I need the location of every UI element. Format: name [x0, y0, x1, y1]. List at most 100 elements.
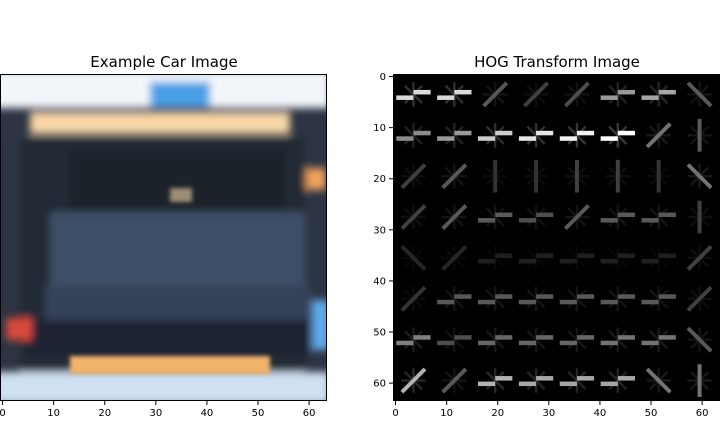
hog-cell: [518, 368, 554, 393]
left-light: [6, 318, 32, 340]
center-emblem: [170, 188, 192, 202]
hog-cell: [518, 204, 554, 230]
hog-y-tick-label: 30: [373, 225, 386, 236]
hog-cell: [396, 123, 431, 148]
hog-cell: [686, 244, 713, 271]
hog-x-tick-label: 60: [696, 408, 709, 419]
hog-cell: [641, 286, 676, 312]
hog-cell: [686, 81, 713, 108]
hog-cells: [396, 81, 713, 397]
car-x-tick-label: 60: [303, 408, 316, 419]
right-orange-light: [306, 168, 326, 190]
car-x-tick-label: 30: [149, 408, 162, 419]
hog-cell: [687, 118, 712, 152]
hog-y-tick-label: 20: [373, 174, 386, 185]
hog-cell: [518, 245, 554, 271]
hog-cell: [600, 286, 635, 312]
hog-cell: [441, 244, 468, 271]
hog-y-tick-label: 40: [373, 276, 386, 287]
hog-cell: [686, 163, 713, 190]
hog-cell: [600, 327, 635, 352]
hog-cell: [641, 204, 676, 230]
hog-cell: [437, 123, 472, 148]
hog-cell: [645, 367, 672, 394]
car-x-tick-label: 50: [252, 408, 265, 419]
hog-image-panel: HOG Transform Image 0 10 20 30 40 50 60 0 10 20 3…: [373, 53, 720, 419]
hog-cell: [478, 245, 513, 271]
hog-cell: [687, 200, 712, 234]
hog-cell: [482, 81, 509, 108]
hog-cell: [641, 327, 676, 352]
top-warm-band: [30, 112, 290, 134]
hog-y-ticks: 0 10 20 30 40 50 60: [373, 72, 393, 390]
hog-cell: [518, 327, 554, 352]
hog-cell: [523, 159, 549, 193]
car-image: [0, 74, 327, 401]
hog-cell: [559, 123, 595, 148]
hog-cell: [600, 123, 635, 148]
hog-cell: [641, 245, 676, 271]
hog-cell: [559, 368, 595, 393]
hog-x-tick-label: 50: [645, 408, 658, 419]
hog-cell: [600, 245, 635, 271]
car-image-frame: [0, 74, 327, 401]
car-x-tick-label: 10: [47, 408, 60, 419]
hog-cell: [437, 327, 472, 352]
hog-cell: [478, 123, 513, 148]
body-panel-lower: [45, 285, 310, 320]
hog-image-title: HOG Transform Image: [474, 53, 640, 71]
hog-cell: [482, 159, 508, 193]
hog-cell: [437, 82, 472, 107]
hog-x-tick-label: 20: [491, 408, 504, 419]
hog-x-tick-label: 0: [392, 408, 398, 419]
hog-cell: [441, 163, 468, 190]
hog-x-tick-label: 30: [542, 408, 555, 419]
hog-cell: [686, 285, 713, 312]
taillight-bar: [70, 356, 270, 374]
hog-cell: [646, 159, 671, 193]
hog-x-tick-label: 40: [594, 408, 607, 419]
hog-cell: [563, 204, 590, 231]
hog-cell: [641, 82, 676, 107]
hog-cell: [400, 204, 427, 231]
hog-cell: [645, 122, 672, 149]
car-photo-content: [0, 74, 327, 401]
hog-cell: [400, 367, 427, 394]
hog-cell: [441, 204, 468, 231]
hog-cell: [687, 364, 712, 397]
hog-cell: [559, 327, 595, 352]
hog-cell: [478, 286, 513, 312]
hog-cell: [478, 368, 513, 393]
hog-cell: [600, 368, 635, 393]
hog-cell: [400, 244, 427, 271]
hog-cell: [686, 326, 713, 353]
hog-cell: [600, 204, 635, 230]
hog-cell: [478, 204, 513, 230]
car-x-tick-label: 0: [0, 408, 6, 419]
car-image-title: Example Car Image: [90, 53, 237, 71]
hog-cell: [559, 286, 595, 312]
car-x-tick-label: 40: [201, 408, 214, 419]
hog-y-tick-label: 10: [373, 123, 386, 134]
hog-cell: [605, 159, 631, 193]
hog-cell: [559, 245, 595, 271]
hog-cell: [478, 327, 513, 352]
top-blue-highlight: [150, 82, 210, 108]
hog-cell: [441, 367, 468, 394]
car-x-ticks: 0 10 20 30 40 50 60: [0, 401, 315, 419]
hog-cell: [396, 327, 431, 352]
hog-background: [393, 74, 720, 401]
hog-cell: [564, 159, 590, 193]
bottom-glare: [0, 372, 327, 401]
body-panel: [50, 212, 305, 297]
hog-cell: [396, 82, 431, 107]
hog-cell: [563, 81, 590, 108]
hog-cell: [518, 123, 554, 148]
bumper: [30, 320, 310, 355]
hog-cell: [400, 285, 427, 312]
hog-y-tick-label: 0: [380, 72, 386, 83]
hog-x-tick-label: 10: [440, 408, 453, 419]
hog-cell: [518, 286, 554, 312]
